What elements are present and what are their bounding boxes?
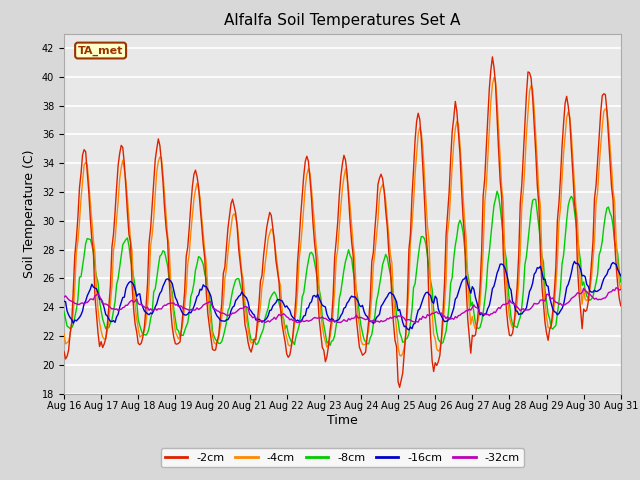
- Legend: -2cm, -4cm, -8cm, -16cm, -32cm: -2cm, -4cm, -8cm, -16cm, -32cm: [161, 448, 524, 467]
- X-axis label: Time: Time: [327, 414, 358, 427]
- Y-axis label: Soil Temperature (C): Soil Temperature (C): [23, 149, 36, 278]
- Title: Alfalfa Soil Temperatures Set A: Alfalfa Soil Temperatures Set A: [224, 13, 461, 28]
- Text: TA_met: TA_met: [78, 46, 124, 56]
